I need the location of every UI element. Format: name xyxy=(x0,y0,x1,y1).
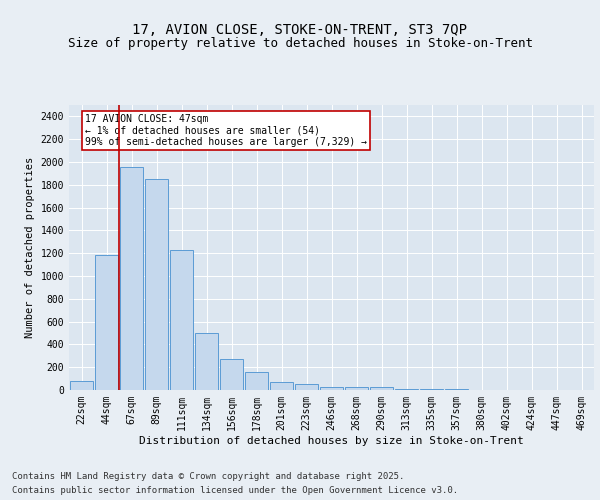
Bar xyxy=(145,179,168,390)
Bar xyxy=(245,372,268,390)
Y-axis label: Number of detached properties: Number of detached properties xyxy=(25,157,35,338)
Bar xyxy=(370,387,393,390)
Bar xyxy=(395,389,418,390)
X-axis label: Distribution of detached houses by size in Stoke-on-Trent: Distribution of detached houses by size … xyxy=(139,436,524,446)
Text: Contains HM Land Registry data © Crown copyright and database right 2025.: Contains HM Land Registry data © Crown c… xyxy=(12,472,404,481)
Bar xyxy=(120,166,143,390)
Bar xyxy=(270,382,293,390)
Bar xyxy=(195,333,218,390)
Text: Size of property relative to detached houses in Stoke-on-Trent: Size of property relative to detached ho… xyxy=(67,38,533,51)
Bar xyxy=(295,384,318,390)
Bar xyxy=(70,381,93,390)
Bar xyxy=(345,386,368,390)
Bar xyxy=(170,250,193,390)
Text: 17 AVION CLOSE: 47sqm
← 1% of detached houses are smaller (54)
99% of semi-detac: 17 AVION CLOSE: 47sqm ← 1% of detached h… xyxy=(85,114,367,148)
Bar xyxy=(320,386,343,390)
Bar xyxy=(220,359,243,390)
Bar xyxy=(95,256,118,390)
Text: Contains public sector information licensed under the Open Government Licence v3: Contains public sector information licen… xyxy=(12,486,458,495)
Bar xyxy=(420,389,443,390)
Text: 17, AVION CLOSE, STOKE-ON-TRENT, ST3 7QP: 17, AVION CLOSE, STOKE-ON-TRENT, ST3 7QP xyxy=(133,22,467,36)
